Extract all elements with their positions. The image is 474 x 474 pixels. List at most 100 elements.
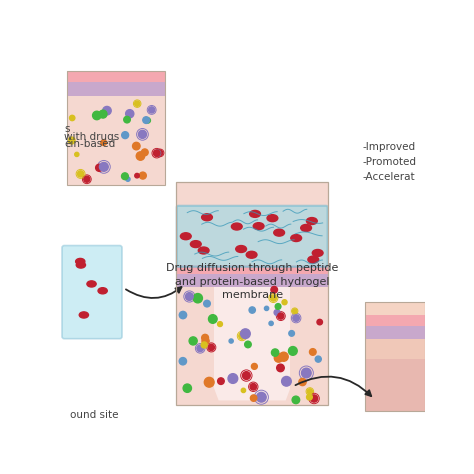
Circle shape <box>278 313 284 319</box>
Bar <box>365 339 425 359</box>
Bar <box>176 182 328 405</box>
Circle shape <box>256 392 266 402</box>
Circle shape <box>202 337 209 345</box>
Ellipse shape <box>253 223 264 229</box>
FancyBboxPatch shape <box>62 246 122 339</box>
Circle shape <box>299 378 306 386</box>
Ellipse shape <box>250 210 260 218</box>
Circle shape <box>250 395 257 401</box>
Text: -Improved
-Promoted
-Accelerat: -Improved -Promoted -Accelerat <box>362 142 416 182</box>
Bar <box>176 274 328 287</box>
Circle shape <box>179 311 187 319</box>
Text: Drug diffusion through peptide
and protein-based hydrogel
membrane: Drug diffusion through peptide and prote… <box>166 263 338 300</box>
Circle shape <box>239 333 245 339</box>
Circle shape <box>99 110 107 118</box>
Ellipse shape <box>191 241 201 247</box>
Circle shape <box>289 346 297 356</box>
Text: ein-based: ein-based <box>64 139 116 149</box>
Circle shape <box>272 349 279 356</box>
Circle shape <box>251 364 257 369</box>
Circle shape <box>269 321 273 326</box>
Circle shape <box>122 132 128 138</box>
Ellipse shape <box>201 214 212 221</box>
Circle shape <box>141 149 148 156</box>
Circle shape <box>271 286 277 293</box>
Circle shape <box>70 115 75 121</box>
Circle shape <box>317 319 322 325</box>
Circle shape <box>75 152 79 156</box>
Circle shape <box>229 339 233 343</box>
Ellipse shape <box>267 215 278 222</box>
FancyBboxPatch shape <box>177 206 328 267</box>
Circle shape <box>208 344 214 351</box>
Circle shape <box>179 357 187 365</box>
Ellipse shape <box>307 218 317 225</box>
Circle shape <box>96 164 103 171</box>
Circle shape <box>201 342 207 348</box>
Ellipse shape <box>308 256 319 263</box>
Circle shape <box>135 101 140 106</box>
Circle shape <box>274 354 283 362</box>
Ellipse shape <box>274 229 284 236</box>
Ellipse shape <box>198 247 209 254</box>
Circle shape <box>143 117 149 123</box>
Circle shape <box>279 352 288 361</box>
Circle shape <box>274 310 280 315</box>
Circle shape <box>307 389 312 394</box>
Ellipse shape <box>236 246 246 253</box>
Ellipse shape <box>87 281 96 287</box>
Circle shape <box>204 377 214 387</box>
Circle shape <box>270 295 276 301</box>
Bar <box>176 287 214 405</box>
Circle shape <box>249 307 255 313</box>
Circle shape <box>136 152 145 160</box>
Circle shape <box>92 111 101 120</box>
Bar <box>66 82 165 96</box>
Circle shape <box>307 394 312 400</box>
Circle shape <box>218 322 222 327</box>
Circle shape <box>245 341 251 348</box>
Circle shape <box>189 337 197 345</box>
Circle shape <box>292 309 297 313</box>
Text: ound site: ound site <box>70 410 118 419</box>
Circle shape <box>292 396 300 404</box>
Circle shape <box>183 384 191 392</box>
Circle shape <box>293 315 300 321</box>
Ellipse shape <box>76 258 85 264</box>
Bar <box>365 302 425 315</box>
Circle shape <box>149 107 155 113</box>
Circle shape <box>264 306 269 310</box>
Circle shape <box>301 368 311 378</box>
Ellipse shape <box>246 251 257 258</box>
Circle shape <box>68 137 75 144</box>
Circle shape <box>275 303 281 310</box>
Circle shape <box>241 329 250 338</box>
Circle shape <box>157 150 163 155</box>
Circle shape <box>289 330 294 336</box>
Circle shape <box>100 163 108 171</box>
Ellipse shape <box>181 233 191 240</box>
Bar <box>66 71 165 82</box>
Circle shape <box>133 142 140 150</box>
Circle shape <box>101 140 107 146</box>
Circle shape <box>201 334 209 341</box>
Ellipse shape <box>301 225 311 231</box>
Circle shape <box>315 356 321 362</box>
Bar <box>176 265 328 274</box>
Circle shape <box>145 118 150 123</box>
Circle shape <box>186 294 191 300</box>
Circle shape <box>282 376 291 386</box>
Text: with drugs: with drugs <box>64 132 119 142</box>
Circle shape <box>154 150 160 156</box>
Ellipse shape <box>98 288 107 294</box>
Bar <box>365 326 425 339</box>
Circle shape <box>310 349 316 356</box>
Bar <box>365 302 425 411</box>
Circle shape <box>282 300 287 305</box>
Bar <box>176 182 328 405</box>
Bar <box>365 315 425 326</box>
Circle shape <box>84 176 90 182</box>
Bar <box>365 359 425 411</box>
Ellipse shape <box>76 262 85 268</box>
Circle shape <box>124 116 130 123</box>
